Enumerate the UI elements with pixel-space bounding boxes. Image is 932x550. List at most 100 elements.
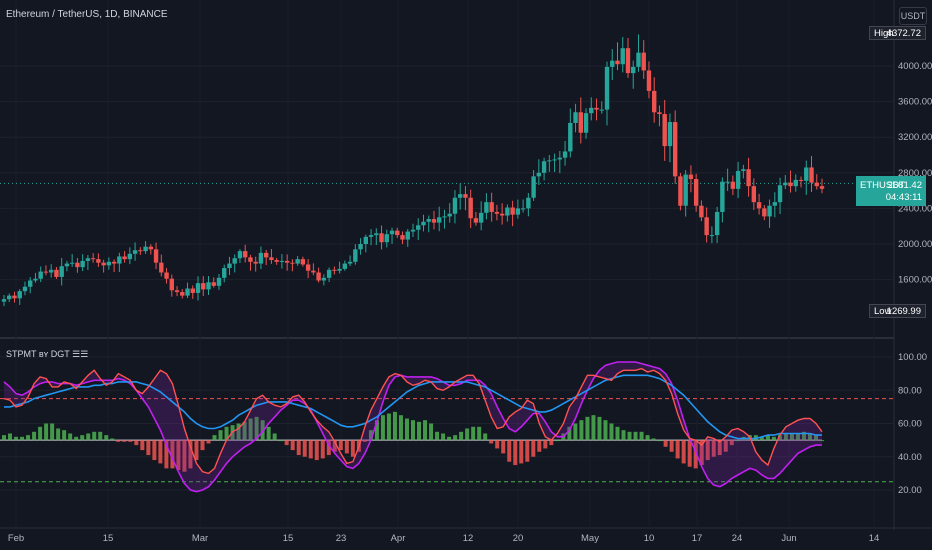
candle-body xyxy=(300,259,306,265)
histogram-bar xyxy=(573,423,578,441)
histogram-bar xyxy=(820,440,824,442)
indicator-tick-label: 100.00 xyxy=(898,352,927,363)
histogram-bar xyxy=(332,440,337,452)
histogram-bar xyxy=(705,440,710,461)
candle-body xyxy=(604,66,610,110)
candle-body xyxy=(253,261,258,264)
histogram-bar xyxy=(501,440,506,454)
low-label: Low xyxy=(874,306,892,317)
histogram-bar xyxy=(392,411,397,441)
candle-body xyxy=(552,159,557,161)
low-price-tag: Low 1269.99 xyxy=(869,304,926,318)
candle-body xyxy=(478,212,484,223)
indicator-tick-label: 60.00 xyxy=(898,419,922,430)
histogram-bar xyxy=(735,440,740,442)
candle-body xyxy=(353,249,358,262)
histogram-bar xyxy=(723,440,728,452)
histogram-bar xyxy=(98,431,103,441)
candle-body xyxy=(667,122,673,147)
histogram-bar xyxy=(14,436,19,441)
candle-body xyxy=(526,197,531,209)
candle-body xyxy=(636,52,641,67)
axes: 1600.00 2000.00 2400.00 2800.00 3200.00 3600.… xyxy=(8,61,932,544)
histogram-bar xyxy=(152,440,157,461)
candle-body xyxy=(185,288,190,296)
candle-body xyxy=(536,172,542,177)
candle-body xyxy=(463,194,468,198)
candle-body xyxy=(337,268,342,271)
candle-body xyxy=(452,197,458,214)
time-tick-label: Feb xyxy=(8,533,24,544)
histogram-bar xyxy=(362,440,367,442)
candle-body xyxy=(720,181,725,212)
histogram-bar xyxy=(260,420,265,441)
histogram-bar xyxy=(639,431,644,441)
candle-body xyxy=(809,167,814,183)
histogram-bar xyxy=(801,431,806,441)
stpmt-series-line xyxy=(3,367,823,475)
histogram-bar xyxy=(615,426,620,441)
candle-body xyxy=(111,261,117,264)
histogram-bar xyxy=(290,440,295,451)
histogram-bar xyxy=(368,430,373,441)
candle-body xyxy=(410,229,416,232)
price-tick-label: 2800.00 xyxy=(898,168,932,179)
last-price-value: 2681.42 xyxy=(887,180,922,191)
histogram-bar xyxy=(429,423,434,441)
candle-body xyxy=(405,231,410,240)
candle-body xyxy=(631,66,636,74)
histogram-bar xyxy=(236,423,241,441)
candle-body xyxy=(295,259,300,264)
histogram-bar xyxy=(753,435,758,441)
symbol-label: ETHUSDT xyxy=(860,180,905,191)
candle-body xyxy=(777,185,783,203)
time-tick-label: Apr xyxy=(391,533,406,544)
candle-body xyxy=(1,299,7,302)
histogram-bar xyxy=(711,440,716,457)
histogram-bar xyxy=(38,426,43,441)
candle-body xyxy=(389,230,395,235)
candle-body xyxy=(148,246,154,250)
candle-body xyxy=(368,235,374,237)
candle-body xyxy=(583,113,589,133)
currency-unit-badge[interactable]: USDT xyxy=(899,7,927,25)
histogram-bar xyxy=(398,415,403,441)
candle-body xyxy=(243,251,248,258)
candle-body xyxy=(541,161,547,173)
candle-body xyxy=(510,207,515,215)
candle-body xyxy=(693,179,699,206)
candle-body xyxy=(258,252,264,264)
histogram-bar xyxy=(344,440,349,454)
histogram-bar xyxy=(687,440,692,467)
candle-body xyxy=(106,261,112,266)
histogram-bar xyxy=(200,440,205,451)
candle-body xyxy=(568,122,573,152)
candle-body xyxy=(269,257,274,261)
candle-body xyxy=(772,202,778,206)
time-tick-label: May xyxy=(581,533,599,544)
candle-body xyxy=(7,295,12,300)
candle-body xyxy=(180,292,185,296)
histogram-bar xyxy=(489,440,494,444)
histogram-bar xyxy=(326,440,331,456)
histogram-bar xyxy=(471,426,476,441)
histogram-bar xyxy=(585,416,590,441)
histogram-bar xyxy=(507,440,512,462)
candle-body xyxy=(305,264,311,271)
candle-body xyxy=(610,60,615,67)
histogram-bar xyxy=(140,440,145,451)
candle-body xyxy=(594,107,599,110)
candle-body xyxy=(589,107,594,114)
histogram-bar xyxy=(609,423,614,441)
histogram-bar xyxy=(110,438,115,441)
candle-body xyxy=(17,291,22,299)
candle-body xyxy=(751,186,757,203)
histogram-bar xyxy=(278,440,283,442)
candle-body xyxy=(683,174,688,206)
histogram-bar xyxy=(248,418,253,441)
candle-body xyxy=(395,230,400,236)
histogram-bar xyxy=(771,436,776,441)
histogram-bar xyxy=(495,440,500,449)
